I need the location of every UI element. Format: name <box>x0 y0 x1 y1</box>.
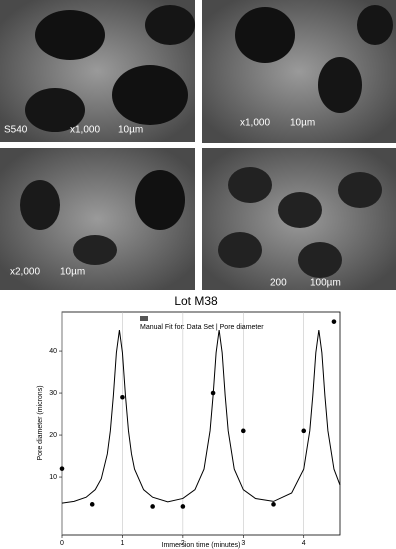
panel-label: x1,000 <box>240 118 270 129</box>
data-point <box>210 390 216 396</box>
legend-swatch <box>140 316 148 321</box>
x-tick-label: 3 <box>241 540 245 547</box>
data-point <box>89 502 95 507</box>
x-tick-label: 2 <box>181 540 185 547</box>
data-point <box>120 394 125 400</box>
panel-label: 100µm <box>310 278 341 289</box>
panel-label: 10µm <box>60 267 85 278</box>
data-point <box>301 428 307 434</box>
panel-label: S540 <box>4 125 28 136</box>
y-tick-label: 30 <box>49 390 57 397</box>
sem-image <box>0 148 195 290</box>
sem-image <box>0 0 195 142</box>
x-axis-label: Immersion time (minutes) <box>162 542 241 549</box>
y-tick-label: 40 <box>49 348 57 355</box>
panel-label: 200 <box>270 278 287 289</box>
plot-frame <box>61 311 341 536</box>
x-tick-label: 4 <box>302 540 306 547</box>
panel-label: x1,000 <box>70 125 100 136</box>
panel-label: x2,000 <box>10 267 40 278</box>
data-point <box>241 428 246 434</box>
y-tick-label: 20 <box>49 432 57 439</box>
legend-label: Manual Fit for: Data Set | Pore diameter <box>140 324 264 331</box>
data-point <box>331 319 337 324</box>
y-tick-label: 10 <box>49 474 57 481</box>
sem-image <box>202 148 396 290</box>
panel-label: 10µm <box>118 125 143 136</box>
data-point <box>271 502 276 507</box>
panel-label: 10µm <box>290 118 315 129</box>
data-point <box>59 466 65 471</box>
y-axis-label: Pore diameter (microns) <box>37 385 44 460</box>
x-tick-label: 1 <box>120 540 124 547</box>
x-tick-label: 0 <box>60 540 64 547</box>
data-point <box>150 504 155 509</box>
data-point <box>180 504 186 509</box>
chart-title: Lot M38 <box>174 294 218 308</box>
sem-image <box>202 0 396 143</box>
fit-line <box>61 329 341 504</box>
